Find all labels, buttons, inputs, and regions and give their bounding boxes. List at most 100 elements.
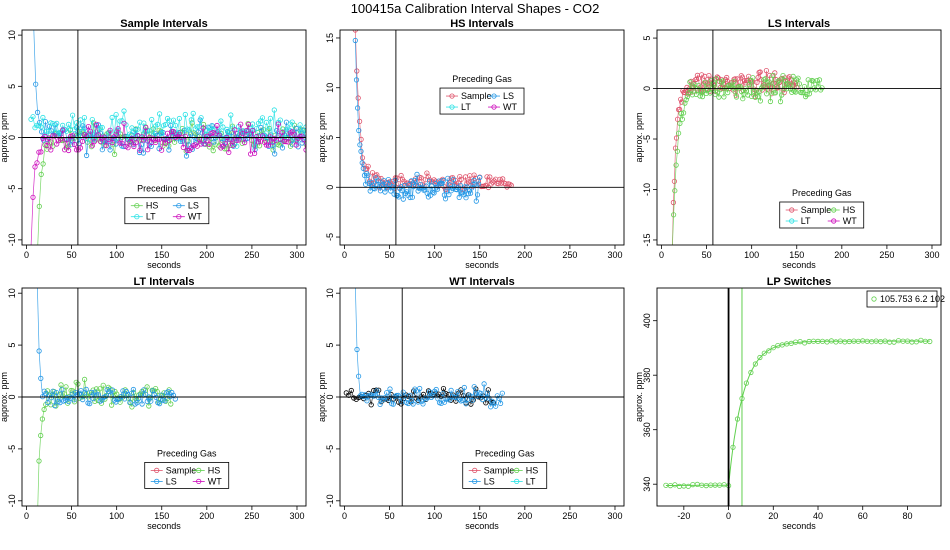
data-point: [769, 84, 775, 90]
data-point: [157, 400, 163, 407]
data-point: [733, 94, 740, 100]
data-point: [351, 395, 357, 401]
data-point: [44, 142, 50, 149]
data-point: [414, 171, 420, 177]
plot-frame: [339, 29, 625, 246]
data-point: [48, 139, 54, 145]
data-point: [58, 382, 64, 388]
data-point: [440, 385, 447, 392]
data-point: [109, 402, 115, 408]
data-point: [38, 124, 44, 130]
data-point: [109, 387, 116, 393]
data-point: [450, 176, 457, 182]
data-point: [440, 177, 446, 184]
x-tick-label: 100: [109, 511, 124, 521]
data-point: [692, 82, 698, 88]
data-point: [40, 114, 46, 121]
legend-swatch: [472, 478, 478, 484]
data-point: [374, 172, 380, 178]
data-point: [408, 178, 414, 184]
data-point: [678, 96, 684, 102]
data-point: [352, 30, 358, 33]
y-tick-label: -5: [7, 185, 17, 193]
legend-box: [144, 461, 230, 489]
data-point: [38, 129, 45, 135]
x-tick-label: 50: [385, 511, 395, 521]
data-point: [365, 163, 371, 169]
panel-title: LT Intervals: [134, 276, 195, 288]
data-point: [670, 248, 674, 252]
data-point: [100, 382, 106, 388]
data-point: [473, 390, 479, 396]
y-tick-label: -5: [325, 445, 335, 453]
data-point: [767, 85, 774, 91]
legend-swatch: [789, 207, 795, 213]
data-point: [253, 126, 260, 132]
data-point: [127, 400, 133, 406]
data-point: [118, 393, 124, 400]
y-tick-label: 340: [642, 477, 652, 492]
data-point: [182, 111, 188, 118]
x-tick-label: 50: [67, 250, 77, 260]
x-tick-label: 250: [562, 250, 577, 260]
legend-entry: Sample: [484, 465, 515, 475]
data-point: [707, 90, 713, 96]
data-point: [66, 147, 72, 154]
data-point: [162, 140, 169, 146]
data-point: [148, 143, 154, 149]
data-point: [457, 174, 463, 180]
data-point: [256, 133, 262, 139]
data-point: [426, 389, 433, 395]
data-point: [277, 136, 283, 142]
plot-area: [28, 30, 306, 245]
data-point: [697, 93, 703, 99]
data-point: [471, 384, 477, 390]
data-point: [775, 78, 781, 84]
data-point: [752, 94, 758, 100]
data-point: [355, 373, 362, 379]
x-axis-label: seconds: [465, 260, 499, 270]
data-point: [34, 109, 41, 116]
data-point: [372, 186, 378, 192]
data-point: [792, 89, 799, 95]
series-Sample: [352, 30, 514, 193]
data-point: [267, 115, 273, 122]
data-point: [206, 141, 212, 147]
data-point: [704, 87, 711, 93]
data-point: [699, 94, 706, 100]
data-point: [404, 189, 410, 195]
data-point: [757, 98, 764, 104]
data-point: [204, 133, 210, 139]
data-point: [293, 142, 299, 148]
y-axis-label: approx. ppm: [634, 112, 644, 162]
data-point: [738, 73, 744, 79]
x-tick-label: 100: [109, 250, 124, 260]
y-axis-label: approx. ppm: [0, 372, 9, 422]
data-point: [172, 122, 178, 129]
data-point: [73, 379, 79, 385]
legend-swatch: [491, 93, 497, 99]
legend-swatch: [196, 467, 202, 473]
data-point: [50, 133, 56, 139]
data-point: [71, 397, 77, 403]
data-point: [672, 188, 678, 194]
x-tick-label: 250: [562, 511, 577, 521]
data-point: [418, 398, 424, 404]
data-point: [101, 134, 107, 140]
data-point: [33, 81, 39, 87]
data-point: [496, 395, 502, 401]
data-point: [455, 388, 461, 395]
data-point: [291, 131, 297, 137]
data-point: [275, 121, 281, 127]
data-point: [765, 80, 771, 86]
data-point: [458, 176, 464, 182]
data-point: [448, 188, 454, 194]
legend-swatch: [134, 203, 140, 209]
panel-lp: LP Switches -20 0 20 40 60 80 340 360 380 400 secon…: [634, 276, 945, 531]
data-point: [220, 124, 226, 130]
data-point: [366, 390, 372, 396]
data-point: [705, 80, 711, 86]
panel-ls: LS Intervals 0 50 100 150 200 250 300 -15 -10 -5 0 5…: [634, 18, 942, 270]
y-tick-label: 10: [325, 288, 335, 298]
x-tick-label: 300: [924, 250, 939, 260]
